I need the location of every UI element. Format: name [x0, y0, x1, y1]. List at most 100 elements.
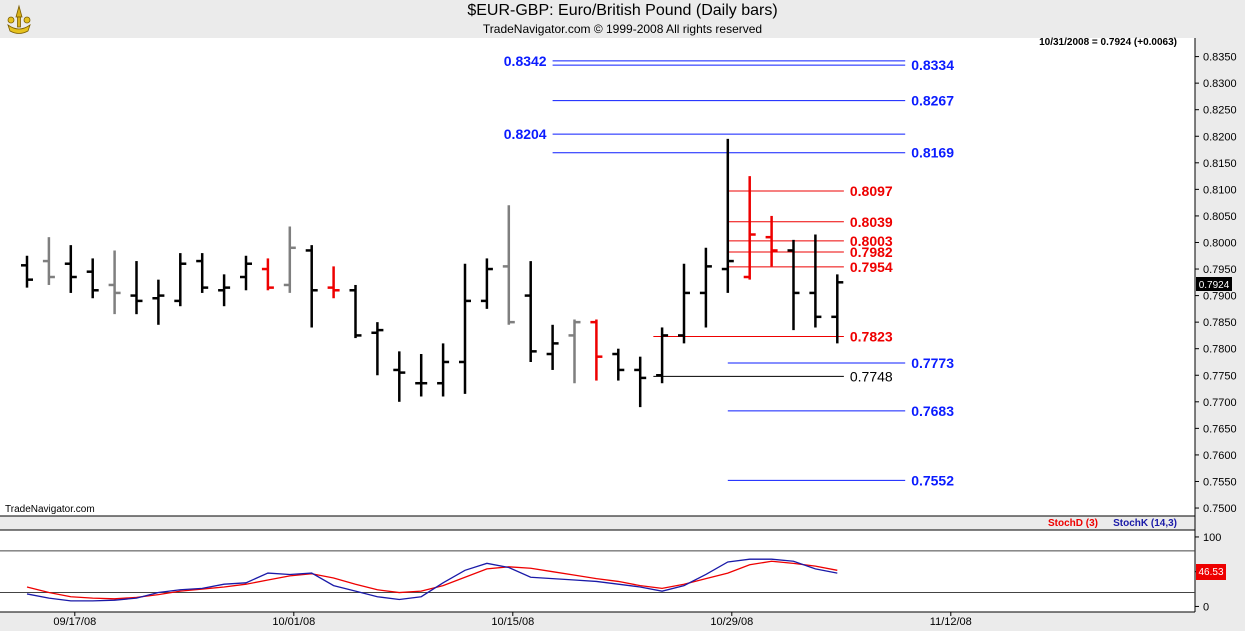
ohlc-bar	[240, 255, 252, 291]
watermark: TradeNavigator.com	[5, 504, 95, 515]
level-label: 0.8267	[911, 93, 954, 109]
level-label: 0.7773	[911, 355, 954, 371]
level-label: 0.8204	[504, 126, 547, 142]
ohlc-bar	[349, 284, 362, 339]
ohlc-bar	[283, 226, 296, 293]
price-tick-label: 0.8150	[1203, 158, 1237, 170]
ohlc-bar	[196, 253, 209, 293]
chart-title: $EUR-GBP: Euro/British Pound (Daily bars…	[467, 2, 778, 19]
price-tick-label: 0.7900	[1203, 291, 1237, 303]
ohlc-bar	[568, 319, 581, 384]
copyright-text: TradeNavigator.com © 1999-2008 All right…	[482, 22, 763, 36]
price-tick-label: 0.7950	[1203, 264, 1237, 276]
price-tick-label: 0.7550	[1203, 476, 1237, 488]
date-axis-area	[0, 612, 1245, 631]
level-label: 0.7748	[850, 368, 893, 384]
ohlc-bar	[415, 354, 428, 397]
ohlc-bar	[261, 258, 274, 291]
level-label: 0.7683	[911, 403, 954, 419]
chart-header: $EUR-GBP: Euro/British Pound (Daily bars…	[0, 0, 1245, 38]
price-tick-label: 0.8200	[1203, 131, 1237, 143]
ohlc-bar	[678, 263, 690, 344]
date-axis: 09/17/08 10/01/08 10/15/08 10/29/08 11/12/08	[53, 612, 972, 628]
price-tick-label: 0.8100	[1203, 184, 1237, 196]
price-tick-label: 0.8250	[1203, 105, 1237, 117]
price-tick-label: 0.8300	[1203, 78, 1237, 90]
ohlc-bar	[721, 138, 734, 293]
ohlc-bar	[765, 215, 778, 267]
price-tick-label: 0.7750	[1203, 370, 1237, 382]
legend-stochd: StochD (3)	[1048, 518, 1098, 529]
level-label: 0.7552	[911, 472, 954, 488]
ohlc-bar	[130, 261, 143, 315]
ohlc-bar	[305, 245, 318, 328]
price-tick-label: 0.7500	[1203, 503, 1237, 515]
date-tick-label: 09/17/08	[53, 616, 96, 628]
stoch-last-label: 46.53	[1198, 567, 1223, 578]
price-panel	[0, 38, 1195, 516]
level-lines: 0.8342 0.8334 0.8267 0.8204 0.8169 0.8097 0.80…	[504, 53, 954, 489]
ohlc-bar	[590, 319, 603, 381]
level-label: 0.8097	[850, 183, 893, 199]
ohlc-bar	[21, 255, 33, 288]
price-tick-label: 0.8000	[1203, 237, 1237, 249]
level-label: 0.7982	[850, 244, 893, 260]
ohlc-bar	[831, 274, 844, 344]
stoch-series-line	[26, 560, 838, 600]
stoch-series-line	[26, 558, 838, 602]
price-tick-label: 0.7600	[1203, 450, 1237, 462]
level-label: 0.8039	[850, 214, 893, 230]
last-price-box	[1196, 277, 1232, 291]
price-axis-area	[1195, 38, 1245, 612]
stochastic-lines	[0, 550, 1195, 602]
ohlc-bar	[743, 176, 756, 280]
level-label: 0.8003	[850, 233, 893, 249]
ohlc-bar	[218, 274, 231, 307]
legend-stochk: StochK (14,3)	[1113, 518, 1177, 529]
price-tick-label: 0.7850	[1203, 317, 1237, 329]
price-tick-label: 0.8350	[1203, 52, 1237, 64]
ohlc-bar	[787, 239, 800, 331]
ohlc-bar	[480, 258, 493, 309]
ohlc-bar	[108, 250, 121, 315]
ohlc-bar	[546, 324, 559, 370]
ohlc-bar	[699, 247, 712, 328]
ohlc-bar	[371, 322, 384, 376]
ohlc-bar	[42, 237, 55, 285]
date-tick-label: 11/12/08	[930, 616, 972, 628]
date-tick-label: 10/29/08	[710, 616, 753, 628]
level-label: 0.8334	[911, 57, 954, 73]
stoch-tick-label: 0	[1203, 601, 1209, 613]
level-label: 0.8342	[504, 53, 547, 69]
ohlc-bar	[327, 266, 340, 299]
price-axis: 0.8350 0.8300 0.8250 0.8200 0.8150 0.8100 0.80…	[1195, 52, 1237, 515]
date-tick-label: 10/15/08	[491, 616, 534, 628]
price-tick-label: 0.7800	[1203, 344, 1237, 356]
price-bars	[21, 138, 844, 408]
ohlc-bar	[64, 245, 77, 293]
trade-navigator-logo-icon	[4, 3, 34, 35]
price-tick-label: 0.7650	[1203, 423, 1237, 435]
ohlc-bar	[459, 263, 471, 394]
ohlc-bar	[809, 234, 822, 328]
stochastic-panel	[0, 530, 1195, 612]
price-tick-label: 0.7700	[1203, 397, 1237, 409]
ohlc-bar	[437, 343, 450, 397]
ohlc-bar	[86, 258, 99, 299]
price-readout: 10/31/2008 = 0.7924 (+0.0063)	[1039, 37, 1177, 48]
ohlc-bar	[612, 348, 625, 381]
date-tick-label: 10/01/08	[272, 616, 315, 628]
price-tick-label: 0.8050	[1203, 211, 1237, 223]
ohlc-bar	[174, 253, 187, 307]
level-label: 0.8169	[911, 145, 954, 161]
ohlc-bar	[152, 279, 165, 325]
last-price-label: 0.7924	[1199, 280, 1230, 291]
stoch-tick-label: 100	[1203, 532, 1221, 544]
level-label: 0.7823	[850, 328, 893, 344]
ohlc-bar	[502, 205, 515, 325]
ohlc-bar	[634, 356, 647, 408]
stoch-last-box	[1196, 564, 1226, 580]
level-label: 0.7954	[850, 259, 893, 275]
ohlc-bar	[393, 351, 406, 402]
